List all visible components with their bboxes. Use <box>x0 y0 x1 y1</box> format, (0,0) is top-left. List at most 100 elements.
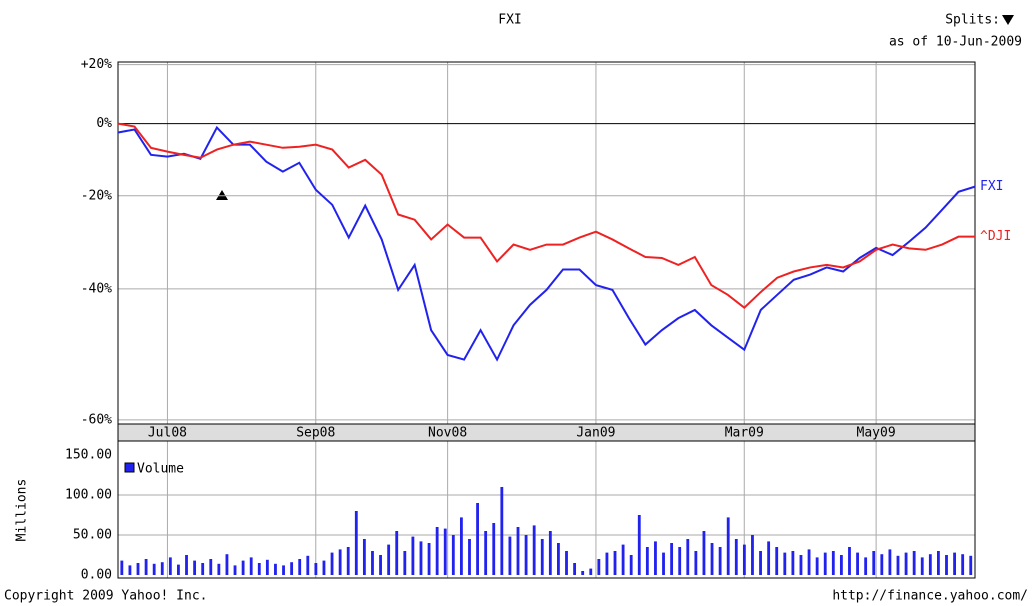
split-marker <box>216 190 228 200</box>
volume-bar <box>799 555 803 575</box>
volume-bar <box>128 565 132 575</box>
volume-bar <box>354 511 358 575</box>
volume-bar <box>508 536 512 575</box>
volume-bar <box>565 551 568 575</box>
volume-bar <box>379 555 382 575</box>
volume-bar <box>435 527 439 575</box>
volume-bar <box>880 554 884 575</box>
volume-bar <box>298 559 302 575</box>
volume-bar <box>573 563 577 575</box>
volume-bar <box>257 563 261 575</box>
volume-bar <box>702 531 706 575</box>
volume-bar <box>144 559 148 575</box>
legend-label: Volume <box>137 462 184 477</box>
y-tick-label: +20% <box>81 57 112 72</box>
volume-bar <box>637 515 641 575</box>
volume-bar <box>662 552 665 575</box>
x-tick-label: Jan09 <box>576 426 615 441</box>
volume-bar <box>451 535 455 575</box>
volume-bar <box>459 517 463 575</box>
volume-bar <box>678 547 682 575</box>
volume-bar <box>654 541 657 575</box>
volume-bar <box>589 568 593 575</box>
volume-bar <box>484 531 488 575</box>
volume-bar <box>937 551 940 575</box>
volume-bar <box>225 554 229 575</box>
volume-bar <box>160 562 164 575</box>
volume-bar <box>953 552 957 575</box>
volume-bar <box>613 551 617 575</box>
volume-bar <box>241 560 245 575</box>
y-tick-label: -20% <box>81 188 112 203</box>
splits-label[interactable]: Splits: <box>945 13 1000 28</box>
volume-bar <box>548 531 552 575</box>
volume-bar <box>217 563 221 575</box>
volume-bar <box>233 565 237 575</box>
y-tick-label: 50.00 <box>73 528 112 543</box>
volume-bar <box>839 555 843 575</box>
volume-bar <box>193 560 197 575</box>
source-url[interactable]: http://finance.yahoo.com/ <box>832 589 1028 604</box>
volume-bar <box>823 552 827 575</box>
volume-bar <box>338 549 342 575</box>
volume-bar <box>346 547 350 575</box>
plot-frame <box>117 440 976 579</box>
legend-swatch <box>124 462 135 473</box>
volume-bar <box>120 560 124 575</box>
volume-bar <box>185 555 188 575</box>
volume-bar <box>209 559 213 575</box>
volume-bar <box>815 557 819 575</box>
volume-bar <box>516 527 520 575</box>
volume-bar <box>136 563 140 575</box>
y-tick-label: 100.00 <box>65 488 112 503</box>
y-tick-label: 150.00 <box>65 448 112 463</box>
volume-bar <box>322 560 326 575</box>
volume-bar <box>306 555 310 575</box>
volume-bar <box>904 552 908 575</box>
volume-bar <box>290 562 294 575</box>
splits-dropdown-icon[interactable] <box>1002 15 1014 25</box>
volume-bar <box>371 551 374 575</box>
volume-bar <box>443 528 447 575</box>
volume-bar <box>532 525 536 575</box>
volume-bar <box>928 554 932 575</box>
volume-bar <box>791 551 795 575</box>
as-of-date: as of 10-Jun-2009 <box>889 35 1022 50</box>
x-tick-label: Sep08 <box>296 426 335 441</box>
volume-bar <box>419 541 423 575</box>
volume-bar <box>807 549 811 575</box>
volume-bar <box>742 544 746 575</box>
volume-bar <box>888 549 892 575</box>
volume-bar <box>411 536 415 575</box>
volume-bar <box>605 552 609 575</box>
series-label: ^DJI <box>980 229 1011 244</box>
volume-bar <box>500 487 504 575</box>
volume-bar <box>395 531 399 575</box>
volume-bar <box>734 539 738 575</box>
volume-bar <box>767 541 771 575</box>
series-label: FXI <box>980 179 1003 194</box>
volume-bar <box>856 552 859 575</box>
volume-bar <box>492 523 496 575</box>
volume-bar <box>581 571 585 575</box>
chart-title: FXI <box>498 13 521 28</box>
volume-bar <box>274 563 277 575</box>
plot-frame <box>117 61 976 425</box>
price-line <box>117 125 976 362</box>
y-tick-label: 0% <box>96 116 112 131</box>
volume-bar <box>718 547 722 575</box>
volume-bar <box>265 559 269 575</box>
volume-bar <box>945 555 948 575</box>
copyright: Copyright 2009 Yahoo! Inc. <box>4 589 208 604</box>
x-tick-label: Jul08 <box>148 426 187 441</box>
volume-bar <box>831 551 835 575</box>
volume-bar <box>427 543 431 575</box>
volume-bar <box>912 551 916 575</box>
volume-bar <box>961 554 965 575</box>
x-tick-label: May09 <box>857 426 896 441</box>
volume-bar <box>848 547 851 575</box>
volume-bar <box>710 543 714 575</box>
volume-bar <box>524 535 528 575</box>
